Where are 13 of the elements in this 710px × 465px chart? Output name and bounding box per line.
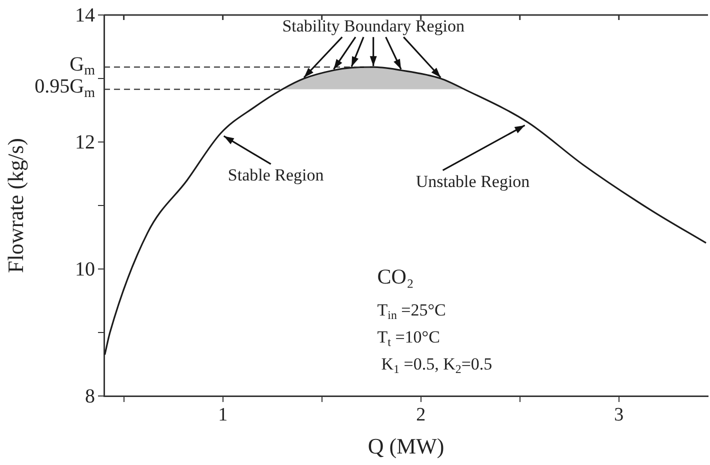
y-axis-title: Flowrate (kg/s)	[2, 138, 28, 274]
y-tick-label: 12	[75, 131, 95, 154]
annotation: Stability Boundary Region	[282, 16, 465, 36]
x-tick-label: 3	[614, 404, 624, 426]
x-tick-label: 2	[416, 404, 426, 426]
y-tick-label: 14	[75, 4, 95, 26]
x-tick-label: 1	[218, 404, 228, 426]
y-tick-label: 8	[85, 385, 95, 408]
annotation: Unstable Region	[416, 172, 530, 191]
y-tick-label: 10	[75, 258, 95, 280]
annotation: CO₂	[377, 264, 414, 289]
x-axis-title: Q (MW)	[368, 434, 444, 459]
annotation: Stable Region	[228, 166, 324, 185]
